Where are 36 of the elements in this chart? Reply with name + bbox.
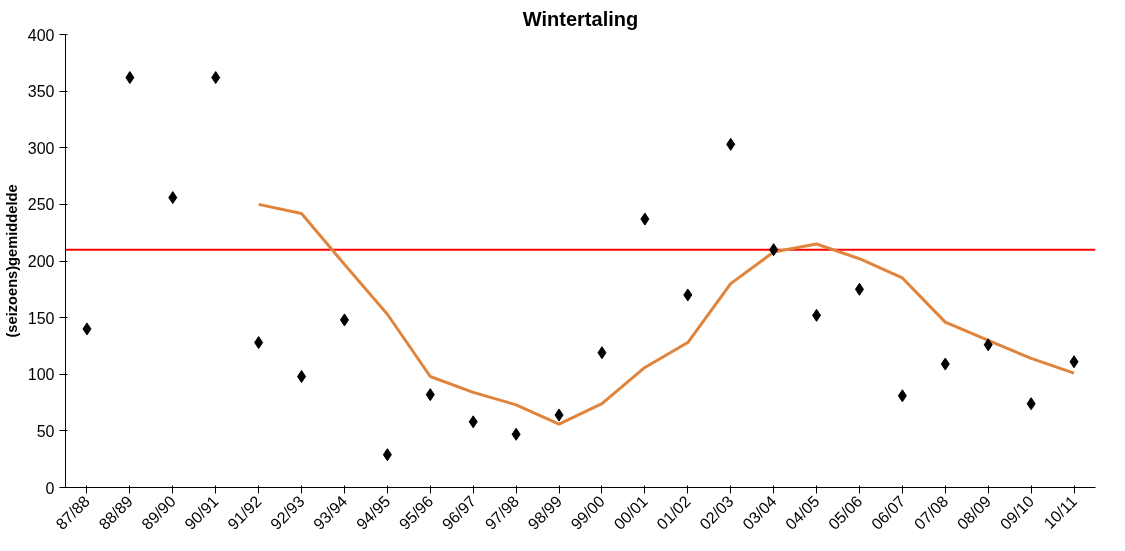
point <box>211 71 221 85</box>
point <box>897 389 907 403</box>
y-tick-label: 50 <box>36 422 55 440</box>
y-tick-label: 100 <box>27 366 55 384</box>
y-tick-label: 0 <box>45 479 55 497</box>
point <box>1026 397 1036 411</box>
point <box>468 415 478 429</box>
point <box>339 313 349 327</box>
point <box>769 243 779 257</box>
y-tick-label: 250 <box>27 196 55 214</box>
point <box>82 322 92 336</box>
y-axis-title: (seizoens)gemiddelde <box>3 184 20 338</box>
point <box>425 388 435 402</box>
point <box>812 308 822 322</box>
point <box>597 346 607 360</box>
point <box>940 357 950 371</box>
point <box>254 336 264 350</box>
point <box>511 427 521 441</box>
line-series <box>257 202 1076 426</box>
point <box>125 71 135 85</box>
point <box>726 137 736 151</box>
point <box>854 282 864 296</box>
point <box>297 370 307 384</box>
point <box>382 448 392 462</box>
y-tick-label: 200 <box>27 253 55 270</box>
point <box>640 212 650 226</box>
y-tick-label: 350 <box>27 83 55 101</box>
y-tick-label: 300 <box>27 139 55 157</box>
y-tick-label: 150 <box>27 309 55 327</box>
point <box>168 191 178 205</box>
point <box>983 338 993 352</box>
point <box>1069 355 1079 369</box>
y-tick-label: 400 <box>27 26 55 44</box>
chart-title: Wintertaling <box>522 7 639 30</box>
point <box>683 288 693 302</box>
point <box>554 408 564 422</box>
